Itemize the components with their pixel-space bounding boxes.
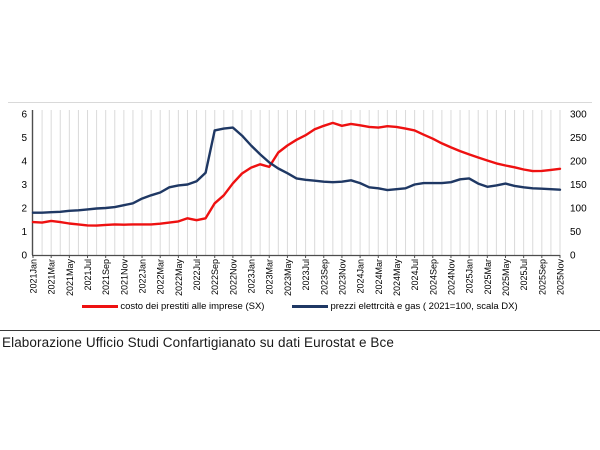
y-right-tick-label: 0 [570, 251, 576, 262]
x-tick-label: 2022Jul [192, 259, 202, 291]
y-right-tick-label: 300 [570, 110, 587, 121]
y-left-tick-label: 2 [21, 204, 27, 215]
x-tick-label: 2024Jan [356, 259, 366, 294]
x-tick-label: 2025Jul [519, 259, 529, 291]
x-tick-label: 2021Sep [101, 259, 111, 295]
legend: costo dei prestiti alle imprese (SX) pre… [0, 301, 600, 312]
x-tick-label: 2023Jan [247, 259, 257, 294]
x-tick-label: 2024Nov [446, 259, 456, 296]
x-tick-label: 2025May [501, 259, 511, 297]
series-line-energy [31, 126, 562, 214]
source-caption: Elaborazione Ufficio Studi Confartigiana… [2, 335, 394, 350]
legend-label-loans: costo dei prestiti alle imprese (SX) [120, 301, 265, 312]
x-tick-label: 2023Nov [337, 259, 347, 296]
y-left-tick-label: 5 [21, 133, 27, 144]
x-tick-label: 2021Jan [29, 259, 39, 294]
x-tick-label: 2023Mar [265, 259, 275, 295]
x-tick-label: 2022May [174, 259, 184, 297]
x-tick-label: 2025Mar [483, 259, 493, 295]
y-axis-left-labels: 0 1 2 3 4 5 6 [21, 110, 27, 262]
legend-swatch-energy-line-icon [292, 305, 329, 308]
y-right-tick-label: 50 [570, 227, 582, 238]
x-axis-ticks [32, 255, 561, 258]
x-tick-label: 2025Nov [556, 259, 566, 296]
y-right-tick-label: 200 [570, 157, 587, 168]
x-tick-label: 2023Jul [301, 259, 311, 291]
y-right-tick-label: 150 [570, 180, 587, 191]
x-tick-label: 2022Sep [210, 259, 220, 295]
legend-item-energy: prezzi elettrcità e gas ( 2021=100, scal… [292, 301, 518, 312]
y-right-tick-label: 250 [570, 133, 587, 144]
series-line-loans [31, 121, 562, 227]
y-left-tick-label: 4 [21, 157, 27, 168]
x-tick-label: 2021Nov [119, 259, 129, 296]
y-right-tick-label: 100 [570, 204, 587, 215]
x-tick-label: 2021Jul [83, 259, 93, 291]
y-axis-right-labels: 0 50 100 150 200 250 300 [570, 110, 587, 262]
x-tick-label: 2024Sep [428, 259, 438, 295]
x-tick-label: 2022Jan [138, 259, 148, 294]
x-tick-label: 2024Mar [374, 259, 384, 295]
plot-gridlines [41, 110, 561, 255]
chart-top-border [8, 102, 592, 103]
x-tick-label: 2022Mar [156, 259, 166, 295]
x-tick-label: 2024Jul [410, 259, 420, 291]
y-left-tick-label: 3 [21, 180, 27, 191]
axis-lines [31, 110, 560, 257]
legend-item-loans: costo dei prestiti alle imprese (SX) [82, 301, 264, 312]
x-tick-label: 2023Sep [319, 259, 329, 295]
x-axis-labels: 2021Jan 2021Mar 2021May 2021Jul 2021Sep 2021N… [29, 259, 566, 297]
x-tick-label: 2024May [392, 259, 402, 297]
x-tick-label: 2021May [65, 259, 75, 297]
y-left-tick-label: 6 [21, 110, 27, 121]
caption-rule [0, 330, 600, 331]
x-tick-label: 2025Jan [465, 259, 475, 294]
x-tick-label: 2022Nov [228, 259, 238, 296]
legend-swatch-loans-line-icon [82, 305, 119, 308]
x-tick-label: 2025Sep [537, 259, 547, 295]
x-tick-label: 2023May [283, 259, 293, 297]
x-tick-label: 2021Mar [47, 259, 57, 295]
y-left-tick-label: 1 [21, 227, 27, 238]
y-left-tick-label: 0 [21, 251, 27, 262]
legend-label-energy: prezzi elettrcità e gas ( 2021=100, scal… [330, 301, 518, 312]
